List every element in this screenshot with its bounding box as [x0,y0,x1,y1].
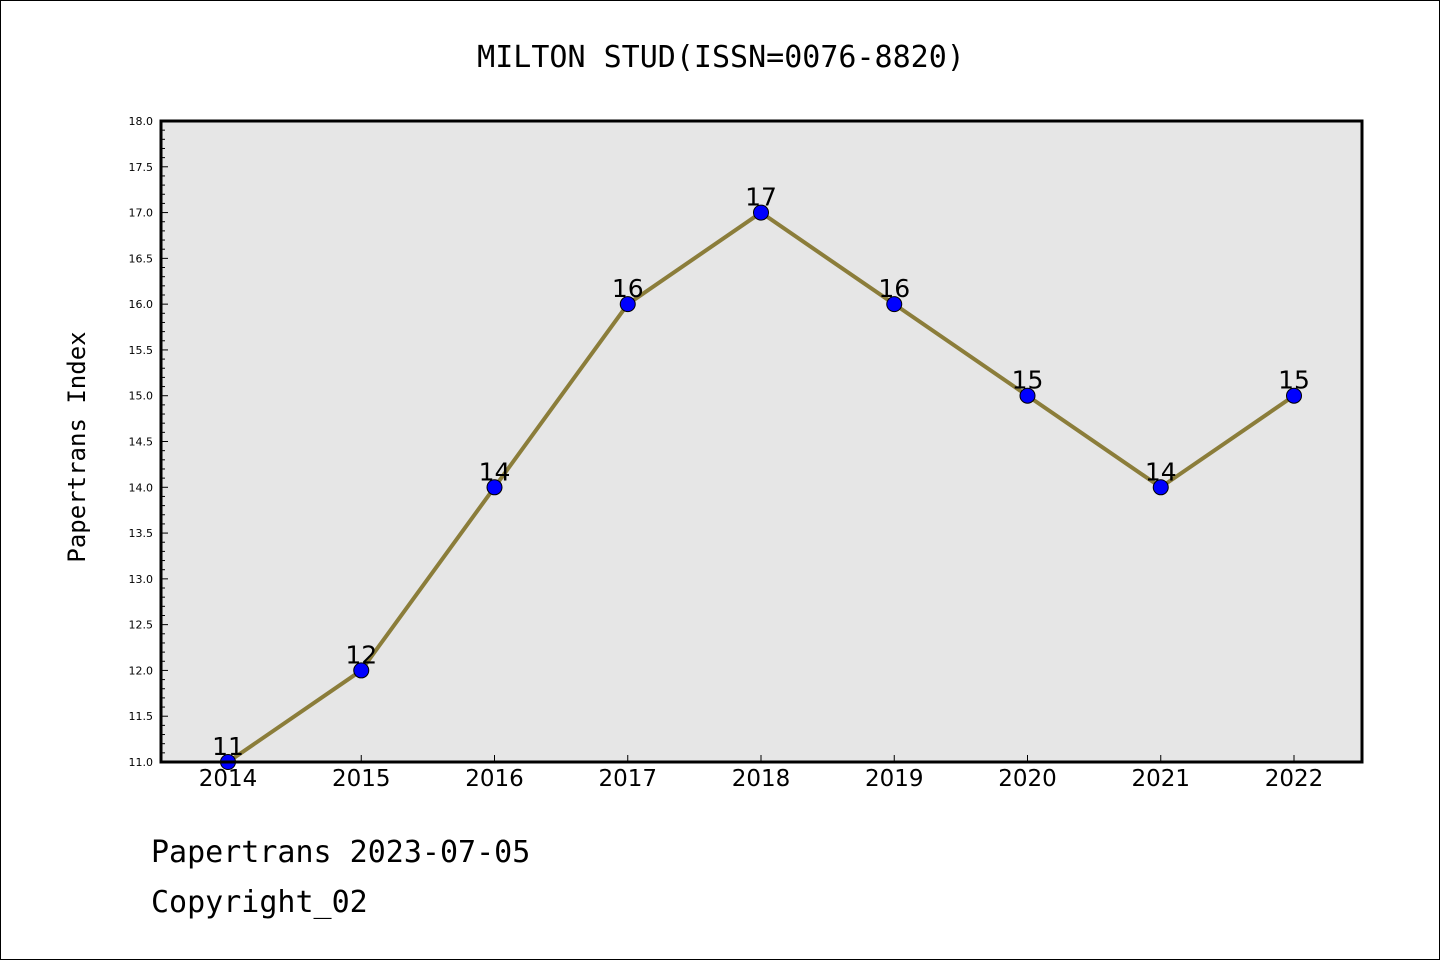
y-tick-label: 17.5 [129,161,154,174]
data-label: 16 [612,274,644,303]
y-tick-label: 14.5 [129,436,154,449]
y-tick-label: 15.0 [129,390,154,403]
footer-copyright: Copyright_02 [151,885,368,920]
x-tick-label: 2022 [1265,766,1324,792]
data-label: 14 [1145,457,1177,486]
data-point [1286,387,1302,404]
x-tick-label: 2019 [865,766,924,792]
x-tick-label: 2017 [598,766,657,792]
data-point [753,204,769,221]
x-tick-label: 2021 [1131,766,1190,792]
data-point [886,296,903,313]
x-tick-label: 2020 [998,766,1057,792]
y-tick-label: 16.5 [129,252,154,265]
y-axis-label: Papertrans Index [63,331,91,562]
data-label: 12 [345,640,377,669]
plot-area [161,121,1362,762]
data-point [619,296,636,313]
data-point [1152,479,1169,496]
data-label: 17 [745,183,777,212]
y-tick-label: 11.0 [129,756,154,769]
data-label: 16 [878,274,910,303]
chart-title: MILTON STUD(ISSN=0076-8820) [477,40,965,75]
x-tick-label: 2015 [332,766,391,792]
y-tick-label: 12.5 [129,619,154,632]
data-label: 15 [1278,366,1310,395]
y-tick-label: 13.5 [129,527,154,540]
x-axis: 2014 2015 2016 2017 2018 2019 2020 2021 2022 [199,755,1324,792]
y-tick-label: 18.0 [129,115,154,128]
y-tick-label: 13.0 [129,573,154,586]
footer-date: Papertrans 2023-07-05 [151,835,531,870]
y-tick-label: 14.0 [129,481,154,494]
data-point [353,662,370,679]
y-tick-label: 11.5 [129,710,154,723]
data-label: 15 [1012,366,1044,395]
y-tick-label: 15.5 [129,344,154,357]
data-label: 14 [479,457,511,486]
y-tick-label: 16.0 [129,298,154,311]
x-tick-label: 2016 [465,766,524,792]
x-tick-label: 2014 [199,766,258,792]
data-label: 11 [212,732,244,761]
y-tick-label: 12.0 [129,664,154,677]
data-point [1019,387,1036,404]
y-tick-label: 17.0 [129,207,154,220]
y-axis: 11.0 11.5 12.0 12.5 13.0 13.5 14.0 14.5 15.0 15.5… [129,115,168,769]
data-point [486,479,503,496]
x-tick-label: 2018 [732,766,791,792]
plot-border [159,119,1364,764]
